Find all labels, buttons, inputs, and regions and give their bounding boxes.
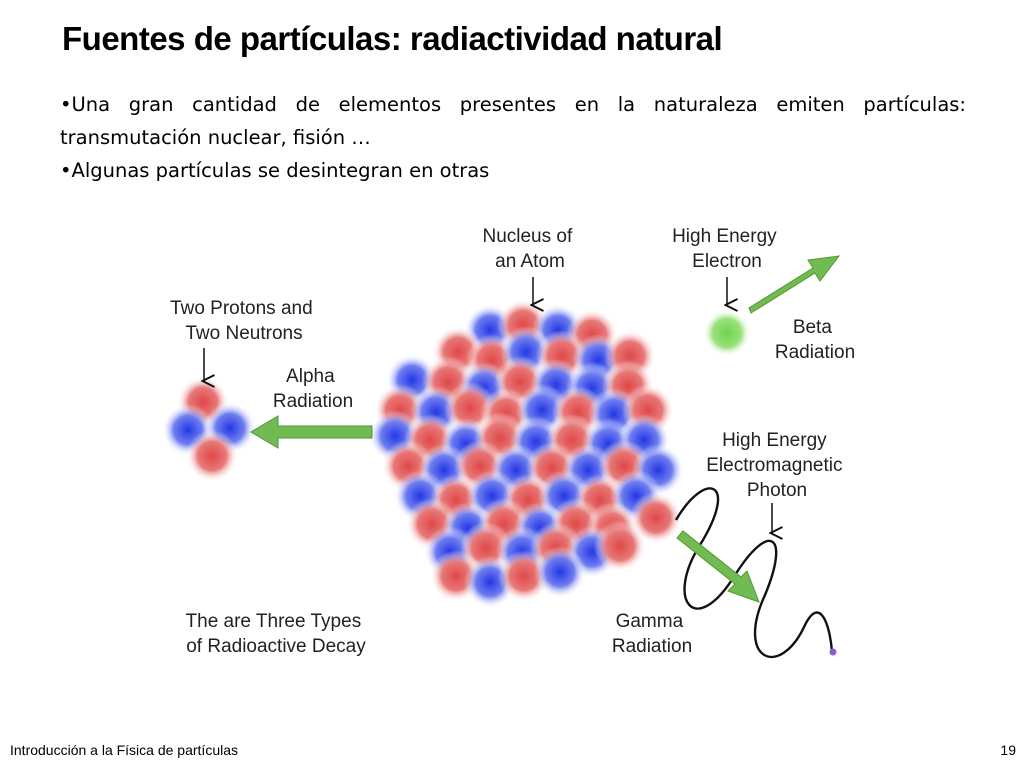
page-number: 19 bbox=[1000, 742, 1016, 758]
alpha-label: Alpha Radiation bbox=[273, 366, 353, 412]
slide-title: Fuentes de partículas: radiactividad nat… bbox=[62, 20, 723, 57]
nucleus-neutron bbox=[534, 546, 586, 598]
bullet-item: •Una gran cantidad de elementos presente… bbox=[60, 93, 966, 149]
electron-label: High Energy Electron bbox=[672, 226, 782, 272]
nucleus-label: Nucleus of an Atom bbox=[482, 226, 577, 272]
alpha-particle bbox=[162, 376, 256, 482]
gamma-label: Gamma Radiation bbox=[612, 611, 692, 657]
alpha-particle-label: Two Protons and Two Neutrons bbox=[170, 298, 318, 344]
alpha-proton bbox=[186, 430, 238, 482]
electron bbox=[703, 309, 751, 357]
footer-course: Introducción a la Física de partículas bbox=[10, 742, 239, 758]
diagram-caption: The are Three Types of Radioactive Decay bbox=[186, 611, 367, 657]
bullet-item: •Algunas partículas se desintegran en ot… bbox=[60, 159, 490, 182]
alpha-arrow bbox=[250, 415, 373, 449]
photon-label: High Energy Electromagnetic Photon bbox=[706, 430, 848, 501]
nucleus-proton bbox=[594, 520, 646, 572]
wave-end-dot bbox=[829, 648, 837, 656]
nucleus-proton bbox=[630, 492, 682, 544]
bullet-list: •Una gran cantidad de elementos presente… bbox=[60, 88, 966, 187]
beta-label: Beta Radiation bbox=[775, 317, 855, 363]
beta-arrow bbox=[748, 255, 841, 314]
gamma-arrow bbox=[676, 530, 760, 603]
gamma-wave bbox=[674, 487, 834, 658]
atom-nucleus bbox=[369, 299, 684, 608]
